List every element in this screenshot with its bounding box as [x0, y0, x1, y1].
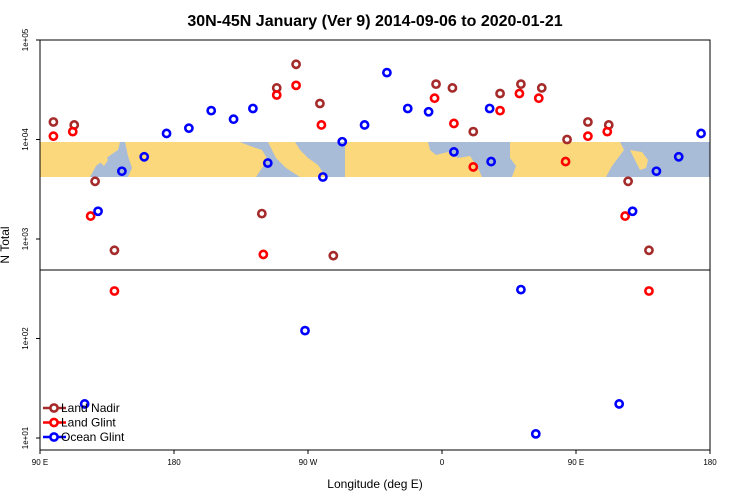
ocean-glint-point [516, 284, 526, 295]
land-nadir-point [90, 176, 100, 187]
land-nadir-point [495, 88, 505, 99]
y-axis-label: N Total [0, 226, 12, 263]
plot-frame [39, 39, 711, 451]
land-nadir-point [623, 176, 634, 187]
land-glint-point [109, 286, 120, 296]
ocean-glint-point [79, 399, 90, 409]
land-nadir-point [644, 245, 654, 256]
ocean-glint-point [530, 428, 541, 439]
y-tick-label: 1e+04 [21, 128, 30, 151]
y-tick-label: 1e+01 [21, 426, 30, 449]
land-nadir-point [328, 250, 339, 261]
land-glint-point [291, 80, 301, 91]
ocean-glint-point [93, 206, 103, 217]
ocean-glint-point [673, 151, 684, 162]
land-nadir-point [291, 59, 301, 70]
land-nadir-point [431, 79, 441, 90]
x-tick-label: 180 [703, 458, 717, 467]
land-nadir-point [315, 98, 325, 109]
legend-marker-land-nadir [49, 403, 59, 413]
data-points [48, 59, 706, 439]
legend-marker-land-glint [49, 417, 59, 428]
ocean-glint-point [248, 103, 258, 114]
land-glint-point [258, 249, 269, 260]
ocean-glint-point [161, 128, 172, 139]
land-nadir-point [562, 134, 572, 145]
legend-label-land-glint: Land Glint [61, 416, 116, 430]
land-glint-point [602, 126, 613, 137]
y-tick-label: 1e+02 [21, 327, 30, 350]
ocean-glint-point [317, 172, 328, 182]
y-tick-label: 1e+03 [21, 227, 30, 250]
axes: 90 E 180 90 W 0 90 E 180 1e+01 1e+02 1e+03 1e+04 1… [21, 28, 717, 467]
land-nadir-point [109, 245, 120, 256]
land-glint-point [85, 211, 96, 221]
x-axis-label: Longitude (deg E) [327, 477, 422, 491]
land-nadir-point [583, 117, 593, 127]
land-nadir-point [48, 117, 59, 127]
ocean-glint-point [449, 147, 459, 157]
ocean-glint-point [139, 151, 150, 162]
land-nadir-point [536, 83, 547, 93]
legend-label-land-nadir: Land Nadir [61, 401, 120, 415]
legend-marker-ocean-glint [49, 432, 59, 442]
land-nadir-point [468, 126, 479, 137]
ocean-glint-point [423, 106, 434, 117]
land-glint-point [583, 131, 593, 142]
ocean-glint-point [484, 103, 495, 114]
x-tick-label: 90 E [568, 458, 584, 467]
y-tick-label: 1e+05 [21, 28, 30, 51]
ocean-glint-point [651, 166, 662, 177]
land-glint-point [316, 120, 327, 130]
legend-label-ocean-glint: Ocean Glint [61, 430, 125, 444]
ocean-glint-point [300, 325, 310, 336]
land-glint-point [271, 90, 282, 100]
land-glint-point [429, 93, 440, 104]
land-glint-point [48, 131, 59, 142]
land-nadir-point [447, 83, 458, 93]
x-tick-label: 180 [167, 458, 181, 467]
land-glint-point [468, 162, 479, 172]
land-glint-point [449, 118, 459, 129]
ocean-glint-point [206, 105, 217, 116]
world-map-band [40, 142, 710, 177]
land-glint-point [620, 211, 631, 221]
ocean-glint-point [382, 67, 392, 78]
land-nadir-point [516, 79, 526, 90]
ocean-glint-point [228, 114, 239, 125]
land-glint-point [495, 105, 505, 116]
ocean-glint-point [627, 206, 638, 217]
x-tick-label: 90 W [299, 458, 318, 467]
ocean-glint-point [359, 120, 370, 130]
ocean-glint-point [614, 399, 625, 409]
ocean-glint-point [337, 136, 348, 147]
chart-title: 30N-45N January (Ver 9) 2014-09-06 to 20… [187, 13, 562, 30]
ocean-glint-point [183, 123, 194, 134]
land-glint-point [514, 88, 525, 99]
ocean-glint-point [696, 128, 706, 139]
land-glint-point [67, 126, 78, 137]
x-tick-label: 90 E [32, 458, 48, 467]
land-nadir-point [256, 208, 267, 219]
land-glint-point [533, 93, 544, 104]
land-glint-point [560, 156, 571, 167]
ocean-glint-point [486, 156, 497, 167]
ocean-glint-point [116, 166, 127, 177]
land-glint-point [644, 286, 654, 296]
x-tick-label: 0 [440, 458, 445, 467]
ocean-glint-point [262, 158, 273, 168]
ocean-glint-point [402, 103, 413, 114]
